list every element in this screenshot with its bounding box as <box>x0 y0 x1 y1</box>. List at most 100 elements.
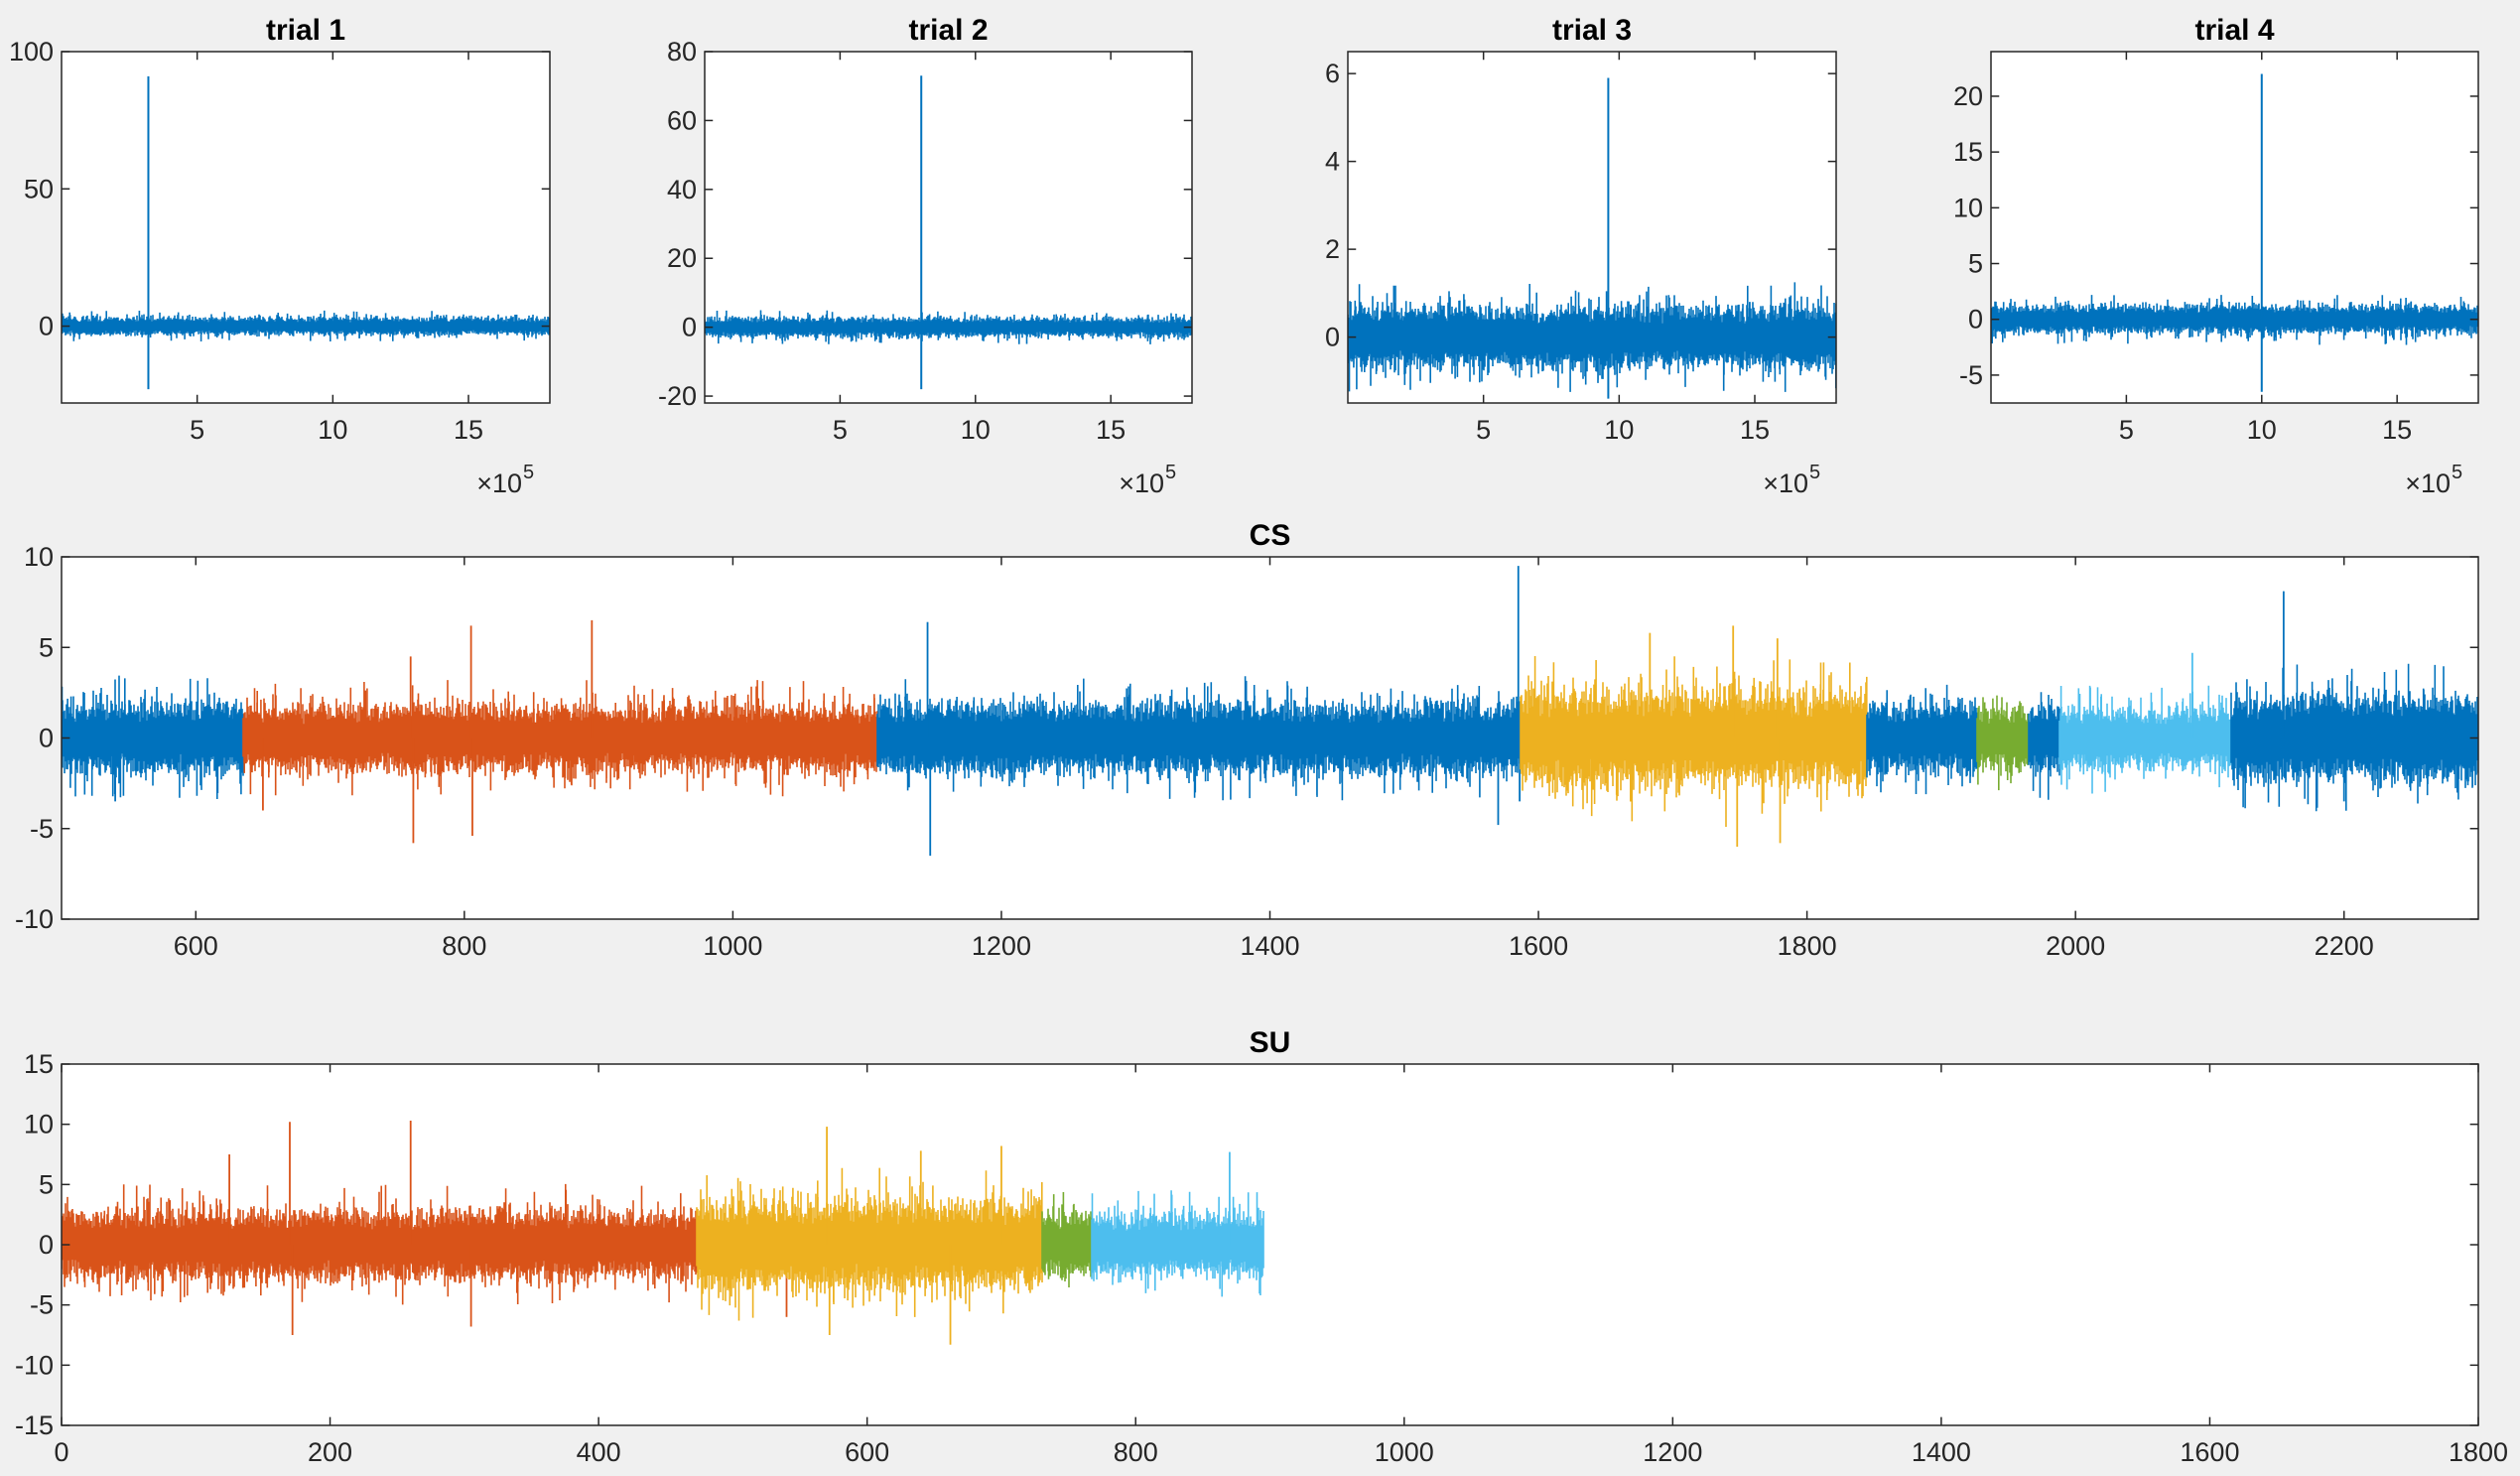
x-tick-label: 1600 <box>1509 931 1568 961</box>
y-tick-label: -10 <box>15 904 54 934</box>
x-exponent-power: 5 <box>1165 462 1176 483</box>
y-tick-label: 5 <box>1968 249 1983 279</box>
series-cs-5 <box>1976 695 2030 791</box>
chart-title: SU <box>1250 1026 1291 1059</box>
x-tick-label: 1000 <box>1375 1437 1434 1467</box>
series-su-2 <box>1041 1192 1093 1287</box>
series-su-3 <box>1091 1190 1264 1297</box>
series-su-0 <box>62 1183 698 1305</box>
x-tick-label: 5 <box>2119 415 2134 445</box>
x-exponent-label: ×10 <box>1119 469 1164 498</box>
x-exponent-label: ×10 <box>476 469 522 498</box>
x-tick-label: 1200 <box>972 931 1031 961</box>
x-tick-label: 15 <box>1096 415 1126 445</box>
x-tick-label: 0 <box>54 1437 68 1467</box>
x-tick-label: 1800 <box>2449 1437 2508 1467</box>
plot-area <box>1991 52 2478 403</box>
y-tick-label: -20 <box>658 381 697 411</box>
y-tick-label: -15 <box>15 1410 54 1440</box>
x-tick-label: 5 <box>1476 415 1491 445</box>
axes-su: 0 200 400 600 800 1000 1200 1400 1600 1800 -15 -10 -… <box>15 1026 2508 1467</box>
x-tick-label: 1800 <box>1778 931 1837 961</box>
y-tick-label: 15 <box>1953 137 1983 167</box>
x-tick-label: 5 <box>190 415 204 445</box>
x-exponent-power: 5 <box>2452 462 2462 483</box>
x-tick-label: 15 <box>1740 415 1770 445</box>
y-tick-label: 100 <box>9 37 54 67</box>
axes-box <box>61 51 551 404</box>
chart-title: trial 2 <box>908 14 988 47</box>
series-cs-8 <box>2230 663 2478 812</box>
x-tick-label: 2000 <box>2046 931 2105 961</box>
y-tick-label: 50 <box>24 174 54 203</box>
chart-title: trial 4 <box>2194 14 2274 47</box>
axes-cs: 600 800 1000 1200 1400 1600 1800 2000 2200 -10 -5 0… <box>15 519 2479 961</box>
y-tick-label: -5 <box>30 814 54 844</box>
plot-area <box>62 52 550 403</box>
x-tick-label: 800 <box>1114 1437 1158 1467</box>
x-tick-label: 15 <box>2382 415 2412 445</box>
y-tick-label: 4 <box>1325 147 1340 177</box>
series-cs-2 <box>876 676 1522 801</box>
y-tick-label: 2 <box>1325 234 1340 264</box>
y-tick-label: -5 <box>1959 360 1983 390</box>
data-layer <box>705 75 1192 390</box>
x-tick-label: 1000 <box>703 931 762 961</box>
y-tick-label: 10 <box>24 542 54 572</box>
x-tick-label: 15 <box>454 415 483 445</box>
y-tick-label: 6 <box>1325 59 1340 88</box>
y-tick-label: 0 <box>39 312 54 341</box>
x-tick-label: 600 <box>174 931 218 961</box>
y-tick-label: 0 <box>39 1230 54 1260</box>
x-tick-label: 800 <box>442 931 486 961</box>
x-exponent-label: ×10 <box>2405 469 2451 498</box>
y-tick-label: 80 <box>667 37 697 67</box>
x-tick-label: 200 <box>308 1437 352 1467</box>
y-tick-label: 40 <box>667 175 697 204</box>
y-tick-label: 0 <box>1968 305 1983 335</box>
x-tick-label: 1600 <box>2180 1437 2239 1467</box>
x-exponent-power: 5 <box>523 462 534 483</box>
data-layer <box>62 75 550 390</box>
series-cs-1 <box>242 680 878 797</box>
y-tick-label: 0 <box>1325 323 1340 352</box>
series-cs-3 <box>1520 656 1868 827</box>
x-tick-label: 10 <box>2247 415 2277 445</box>
data-layer <box>1991 73 2478 392</box>
y-tick-label: 60 <box>667 105 697 135</box>
y-tick-label: 5 <box>39 632 54 662</box>
x-tick-label: 1400 <box>1912 1437 1971 1467</box>
x-exponent-label: ×10 <box>1763 469 1808 498</box>
x-tick-label: 400 <box>577 1437 621 1467</box>
series-cs-4 <box>1866 684 1978 795</box>
series-trial2-0 <box>705 310 1192 344</box>
x-tick-label: 10 <box>961 415 991 445</box>
axes-box <box>704 51 1193 404</box>
y-tick-label: 10 <box>1953 193 1983 222</box>
plot-area <box>705 52 1192 403</box>
y-tick-label: 10 <box>24 1110 54 1140</box>
y-tick-label: 15 <box>24 1049 54 1079</box>
axes-box <box>1347 51 1837 404</box>
series-cs-0 <box>62 675 244 799</box>
data-layer <box>62 566 2478 857</box>
chart-title: trial 3 <box>1552 14 1632 47</box>
x-tick-label: 10 <box>1604 415 1634 445</box>
y-tick-label: 20 <box>1953 81 1983 111</box>
series-trial4-0 <box>1991 295 2478 345</box>
y-tick-label: 5 <box>39 1169 54 1199</box>
y-tick-label: 0 <box>39 724 54 753</box>
series-cs-6 <box>2028 692 2060 800</box>
y-tick-label: -5 <box>30 1290 54 1320</box>
x-tick-label: 5 <box>833 415 848 445</box>
axes-box <box>1990 51 2479 404</box>
x-exponent-power: 5 <box>1809 462 1820 483</box>
data-layer <box>1348 77 1836 399</box>
series-cs-7 <box>2058 685 2232 794</box>
chart-title: CS <box>1250 519 1291 552</box>
